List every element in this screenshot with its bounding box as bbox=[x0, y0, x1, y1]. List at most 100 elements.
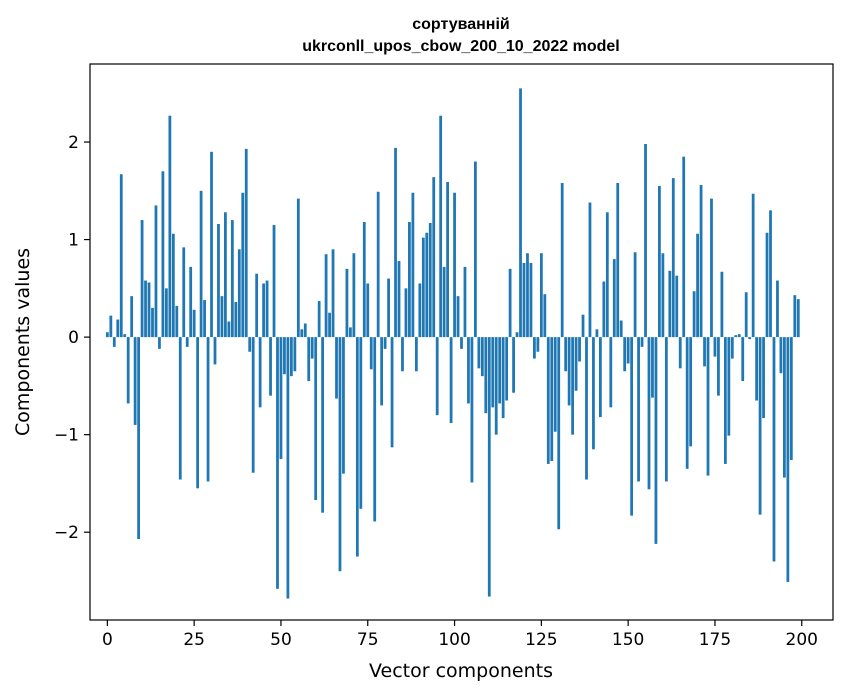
bar-84 bbox=[397, 261, 401, 338]
bar-74 bbox=[362, 222, 366, 338]
bar-111 bbox=[491, 337, 495, 408]
bar-130 bbox=[557, 337, 561, 530]
bar-135 bbox=[574, 337, 578, 391]
bar-58 bbox=[307, 337, 311, 382]
bar-184 bbox=[744, 292, 748, 338]
bar-163 bbox=[671, 178, 675, 338]
bar-37 bbox=[234, 302, 238, 338]
bar-51 bbox=[283, 337, 286, 375]
x-tick-label: 50 bbox=[270, 630, 292, 650]
bar-45 bbox=[262, 283, 265, 338]
chart-subtitle: ukrconll_upos_cbow_200_10_2022 model bbox=[302, 38, 619, 55]
bar-91 bbox=[421, 237, 425, 338]
bar-85 bbox=[401, 337, 404, 372]
bar-144 bbox=[605, 212, 609, 338]
bar-5 bbox=[123, 334, 127, 338]
bar-119 bbox=[519, 88, 522, 338]
bar-23 bbox=[185, 337, 189, 347]
y-tick-label: 0 bbox=[68, 328, 79, 348]
bar-17 bbox=[164, 288, 168, 338]
bar-52 bbox=[286, 337, 290, 599]
bar-63 bbox=[324, 254, 328, 338]
bar-2 bbox=[112, 337, 116, 347]
bar-192 bbox=[772, 337, 776, 562]
bar-165 bbox=[678, 337, 682, 369]
bar-72 bbox=[355, 337, 359, 557]
bar-98 bbox=[446, 182, 449, 338]
bar-188 bbox=[758, 337, 762, 515]
bar-175 bbox=[713, 337, 717, 357]
bar-117 bbox=[512, 337, 515, 393]
bar-174 bbox=[710, 198, 713, 338]
bar-154 bbox=[640, 337, 644, 347]
bar-78 bbox=[376, 191, 380, 338]
bar-128 bbox=[550, 337, 554, 461]
bar-102 bbox=[460, 337, 463, 349]
bar-132 bbox=[564, 337, 568, 372]
bar-162 bbox=[668, 270, 672, 338]
bar-180 bbox=[730, 337, 734, 359]
bar-106 bbox=[474, 161, 477, 338]
bar-95 bbox=[435, 337, 439, 416]
bar-54 bbox=[293, 337, 297, 372]
bar-4 bbox=[119, 174, 123, 338]
bar-141 bbox=[595, 329, 599, 338]
bar-48 bbox=[272, 224, 276, 338]
bar-12 bbox=[147, 282, 151, 338]
bar-55 bbox=[296, 198, 300, 338]
x-tick-label: 175 bbox=[699, 630, 731, 650]
bar-198 bbox=[793, 295, 797, 338]
bar-83 bbox=[394, 147, 397, 338]
bar-81 bbox=[387, 278, 390, 338]
bar-24 bbox=[189, 266, 193, 338]
bar-13 bbox=[151, 307, 154, 338]
bar-122 bbox=[529, 262, 533, 338]
bar-96 bbox=[439, 115, 443, 338]
bar-57 bbox=[303, 323, 307, 338]
y-tick-label: 1 bbox=[68, 231, 79, 251]
bar-26 bbox=[196, 337, 200, 489]
bar-179 bbox=[727, 337, 731, 436]
bar-105 bbox=[470, 337, 474, 483]
bar-138 bbox=[585, 337, 588, 480]
bar-44 bbox=[258, 337, 262, 408]
bar-124 bbox=[536, 337, 540, 352]
bar-147 bbox=[616, 183, 620, 338]
bar-109 bbox=[484, 337, 488, 414]
ticks-group: 0 25 50 75 100 125 150 175 200 −2 −1 0 1 2 bbox=[54, 133, 818, 650]
bar-129 bbox=[553, 337, 557, 432]
bar-183 bbox=[741, 337, 745, 382]
bar-71 bbox=[352, 253, 356, 338]
bar-7 bbox=[130, 296, 134, 338]
bar-94 bbox=[432, 177, 436, 338]
bar-67 bbox=[338, 337, 342, 572]
bar-10 bbox=[140, 220, 144, 338]
bar-133 bbox=[567, 337, 571, 406]
bar-59 bbox=[310, 337, 314, 359]
bar-93 bbox=[428, 223, 432, 338]
x-axis-label: Vector components bbox=[369, 660, 553, 682]
bar-69 bbox=[345, 268, 349, 338]
bar-194 bbox=[779, 337, 783, 374]
bar-189 bbox=[762, 337, 765, 419]
bar-8 bbox=[133, 337, 137, 425]
y-tick-label: 2 bbox=[68, 133, 79, 153]
bar-65 bbox=[331, 249, 335, 338]
bar-87 bbox=[408, 222, 411, 338]
bar-164 bbox=[675, 275, 679, 338]
bar-185 bbox=[748, 337, 752, 340]
bar-75 bbox=[366, 283, 370, 338]
bar-182 bbox=[737, 334, 741, 338]
bar-70 bbox=[349, 327, 352, 338]
bar-100 bbox=[453, 192, 456, 338]
bar-46 bbox=[265, 280, 269, 338]
bar-16 bbox=[161, 171, 165, 338]
bar-80 bbox=[383, 337, 387, 349]
bar-123 bbox=[533, 337, 536, 359]
bar-191 bbox=[769, 210, 772, 338]
bar-166 bbox=[682, 156, 686, 338]
x-tick-label: 125 bbox=[525, 630, 557, 650]
bar-152 bbox=[633, 252, 637, 338]
bar-47 bbox=[269, 337, 272, 396]
bar-104 bbox=[467, 337, 470, 404]
